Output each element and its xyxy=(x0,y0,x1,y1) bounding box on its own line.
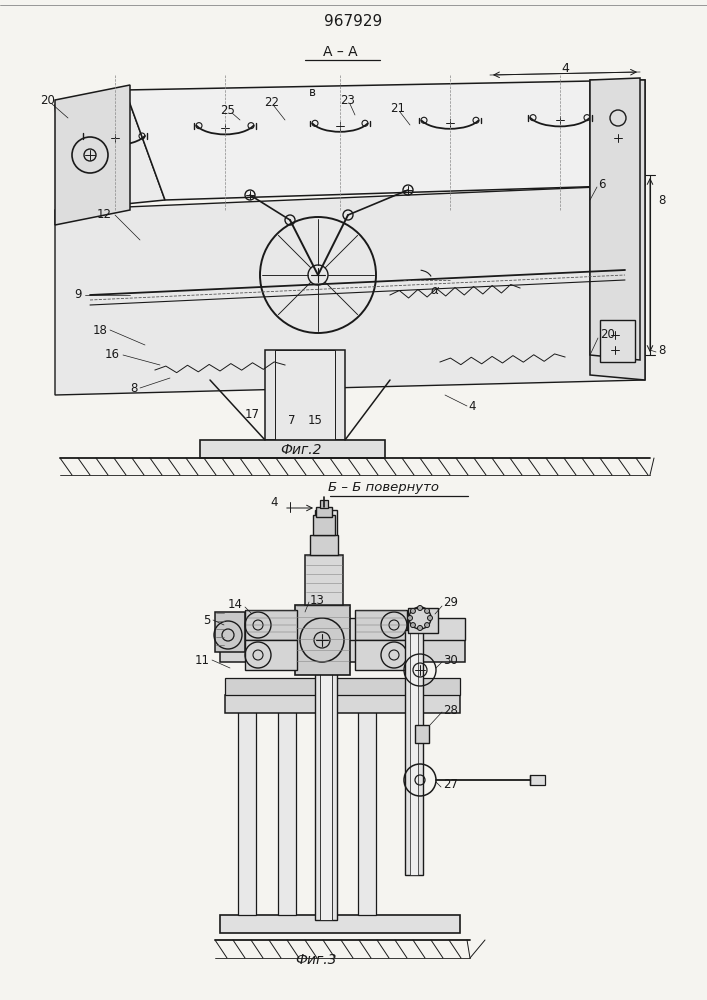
Text: 21: 21 xyxy=(390,102,406,114)
Bar xyxy=(245,640,297,670)
Text: 20: 20 xyxy=(40,94,55,106)
Text: 4: 4 xyxy=(561,62,569,75)
Bar xyxy=(405,630,423,875)
Text: 9: 9 xyxy=(74,288,82,302)
Circle shape xyxy=(425,623,430,628)
Text: 29: 29 xyxy=(443,596,458,609)
Text: α: α xyxy=(431,284,439,296)
Circle shape xyxy=(418,626,423,631)
Text: 15: 15 xyxy=(308,414,322,426)
Bar xyxy=(320,510,332,920)
Circle shape xyxy=(428,615,433,620)
Text: 4: 4 xyxy=(271,495,278,508)
Text: 28: 28 xyxy=(443,704,458,716)
Bar xyxy=(225,695,460,713)
Text: 8: 8 xyxy=(658,194,665,207)
Bar xyxy=(600,320,635,362)
Text: 12: 12 xyxy=(97,209,112,222)
Circle shape xyxy=(418,605,423,610)
Text: 30: 30 xyxy=(443,654,457,666)
Bar xyxy=(313,515,335,535)
Circle shape xyxy=(411,608,416,613)
Bar xyxy=(278,700,296,915)
Text: 7: 7 xyxy=(288,414,296,426)
Bar xyxy=(530,775,545,785)
Bar xyxy=(238,700,256,915)
Text: Фиг.3: Фиг.3 xyxy=(295,953,337,967)
Bar xyxy=(415,725,429,743)
Bar xyxy=(355,610,407,640)
Bar xyxy=(265,350,345,440)
Text: Б – Б повернуто: Б – Б повернуто xyxy=(327,482,438,494)
Bar xyxy=(408,608,438,633)
Text: 17: 17 xyxy=(245,408,259,422)
Bar xyxy=(315,510,337,920)
Text: 18: 18 xyxy=(93,324,108,336)
Bar xyxy=(220,915,460,933)
Bar xyxy=(318,700,336,915)
Bar xyxy=(215,612,245,652)
Text: 5: 5 xyxy=(203,613,210,626)
Bar xyxy=(358,700,376,915)
Bar xyxy=(245,610,297,640)
Text: Фиг.2: Фиг.2 xyxy=(280,443,322,457)
Bar xyxy=(295,605,350,675)
Text: А – А: А – А xyxy=(322,45,357,59)
Text: 13: 13 xyxy=(310,593,325,606)
Bar xyxy=(316,507,332,517)
Polygon shape xyxy=(590,78,640,360)
Polygon shape xyxy=(590,80,645,380)
Polygon shape xyxy=(55,185,645,395)
Text: 4: 4 xyxy=(468,399,476,412)
Text: 16: 16 xyxy=(105,349,120,361)
Circle shape xyxy=(407,615,412,620)
Bar xyxy=(355,640,407,670)
Circle shape xyxy=(411,623,416,628)
Bar xyxy=(310,535,338,555)
Text: 25: 25 xyxy=(221,104,235,116)
Bar xyxy=(305,555,343,605)
Bar xyxy=(410,630,418,875)
Text: 27: 27 xyxy=(443,778,458,792)
Text: 967929: 967929 xyxy=(324,14,382,29)
Polygon shape xyxy=(55,85,130,225)
Polygon shape xyxy=(125,80,645,200)
Text: 11: 11 xyxy=(195,654,210,666)
Text: 20: 20 xyxy=(600,328,615,342)
Text: 8: 8 xyxy=(131,381,138,394)
Bar xyxy=(275,350,335,440)
Text: 14: 14 xyxy=(228,598,243,611)
Text: 22: 22 xyxy=(264,96,279,108)
Text: 23: 23 xyxy=(341,94,356,106)
Text: в: в xyxy=(308,86,315,99)
Text: 8: 8 xyxy=(658,344,665,357)
Bar xyxy=(220,640,465,662)
Bar xyxy=(220,618,465,640)
Circle shape xyxy=(425,608,430,613)
Bar xyxy=(200,440,385,458)
Text: 6: 6 xyxy=(598,178,605,192)
Polygon shape xyxy=(55,90,165,210)
Bar xyxy=(320,500,328,508)
Bar xyxy=(225,678,460,695)
